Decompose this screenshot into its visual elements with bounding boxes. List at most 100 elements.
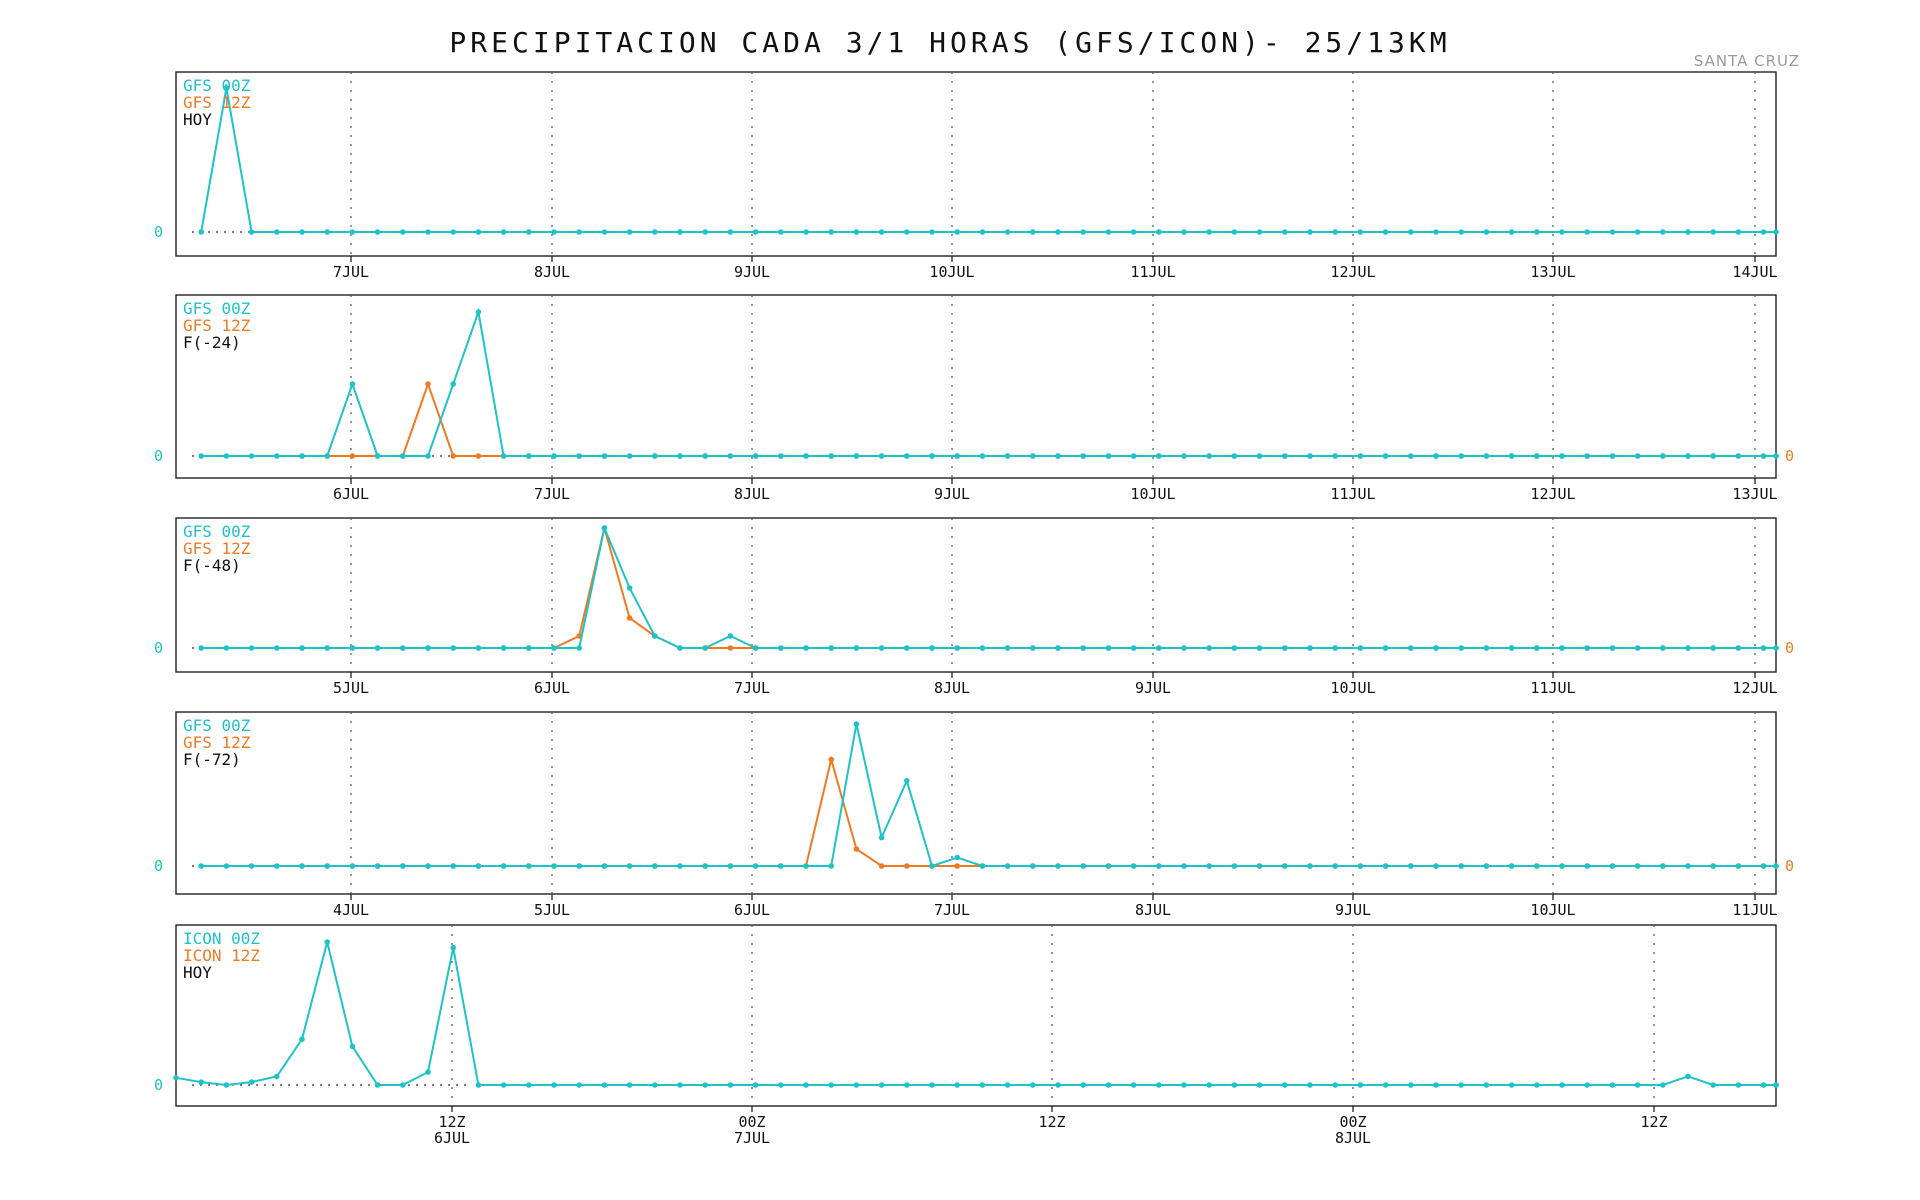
- legend-entry: ICON 00Z: [183, 929, 260, 948]
- data-point: [702, 863, 708, 869]
- data-point: [828, 756, 834, 763]
- data-point: [400, 1082, 406, 1088]
- data-point: [1181, 863, 1187, 869]
- zero-label-left: 0: [154, 447, 163, 465]
- data-point: [1735, 1082, 1742, 1088]
- data-point: [1760, 453, 1767, 459]
- data-point: [526, 863, 532, 869]
- data-point: [324, 939, 331, 945]
- data-point: [853, 1082, 860, 1088]
- data-point: [324, 229, 331, 235]
- data-point: [1080, 453, 1086, 459]
- data-point: [1483, 1082, 1490, 1088]
- data-point: [1408, 1082, 1414, 1088]
- data-point: [652, 863, 658, 869]
- data-point: [853, 229, 860, 235]
- data-point: [803, 1082, 809, 1088]
- legend-entry: GFS 12Z: [183, 93, 251, 112]
- data-point: [1055, 863, 1061, 869]
- data-point: [223, 85, 230, 91]
- data-point: [778, 863, 784, 869]
- data-point: [1433, 229, 1439, 235]
- data-point: [299, 1036, 305, 1042]
- data-point: [929, 645, 935, 651]
- data-point: [500, 1082, 507, 1088]
- data-point: [652, 453, 658, 459]
- data-point: [299, 863, 305, 869]
- data-point: [1634, 453, 1641, 459]
- data-point: [1080, 229, 1086, 235]
- data-point: [349, 381, 356, 387]
- data-point: [1584, 229, 1590, 235]
- data-point: [1508, 863, 1515, 869]
- data-point: [1609, 645, 1616, 651]
- data-point: [1584, 453, 1590, 459]
- data-point: [954, 1082, 960, 1088]
- data-point: [400, 863, 406, 869]
- data-point: [652, 633, 658, 639]
- data-point: [954, 645, 960, 651]
- data-point: [450, 944, 457, 951]
- data-point: [727, 863, 734, 869]
- data-point: [1660, 453, 1666, 459]
- data-point: [1055, 453, 1061, 459]
- legend-entry: GFS 00Z: [183, 716, 251, 735]
- legend-entry: ICON 12Z: [183, 946, 260, 965]
- data-point: [1773, 453, 1779, 459]
- legend-entry: F(-48): [183, 556, 241, 575]
- data-point: [299, 229, 305, 235]
- data-point: [1206, 863, 1212, 869]
- panel-frame: [175, 924, 1777, 1107]
- data-point: [626, 453, 633, 459]
- data-point: [1080, 645, 1086, 651]
- data-point: [1458, 229, 1464, 235]
- data-point: [904, 1082, 910, 1088]
- data-point: [1433, 1082, 1439, 1088]
- data-point: [1660, 229, 1666, 235]
- data-point: [223, 645, 230, 651]
- data-point: [1282, 863, 1288, 869]
- x-tick-label: 8JUL: [734, 485, 770, 503]
- data-point: [752, 229, 759, 235]
- data-point: [853, 453, 860, 459]
- data-point: [1710, 229, 1716, 235]
- data-point: [677, 1082, 683, 1088]
- data-point: [677, 863, 683, 869]
- data-point: [878, 863, 885, 869]
- x-tick-label: 13JUL: [1530, 263, 1575, 281]
- data-point: [400, 645, 406, 651]
- data-point: [626, 863, 633, 869]
- x-tick-label: 10JUL: [1130, 485, 1175, 503]
- data-point: [601, 229, 608, 235]
- data-point: [979, 645, 986, 651]
- data-point: [828, 1082, 834, 1088]
- data-point: [576, 645, 582, 651]
- data-point: [853, 721, 860, 727]
- data-point: [198, 645, 204, 651]
- data-point: [1773, 645, 1779, 651]
- data-point: [853, 846, 860, 852]
- x-tick-label: 11JUL: [1130, 263, 1175, 281]
- data-point: [1408, 645, 1414, 651]
- data-point: [551, 863, 557, 869]
- legend-entry: GFS 12Z: [183, 316, 251, 335]
- data-point: [1156, 863, 1162, 869]
- legend-entry: HOY: [183, 110, 212, 129]
- data-point: [1256, 1082, 1263, 1088]
- data-point: [1130, 863, 1137, 869]
- x-tick-label: 8JUL: [534, 263, 570, 281]
- data-point: [500, 229, 507, 235]
- data-point: [1559, 229, 1565, 235]
- data-point: [601, 525, 608, 531]
- zero-label-right: 0: [1785, 857, 1794, 875]
- data-point: [1055, 645, 1061, 651]
- data-point: [1710, 863, 1716, 869]
- data-point: [1483, 229, 1490, 235]
- x-tick-label: 6JUL: [734, 901, 770, 919]
- data-point: [551, 645, 557, 651]
- data-point: [1559, 453, 1565, 459]
- data-point: [526, 453, 532, 459]
- data-point: [1685, 645, 1691, 651]
- data-point: [803, 863, 809, 869]
